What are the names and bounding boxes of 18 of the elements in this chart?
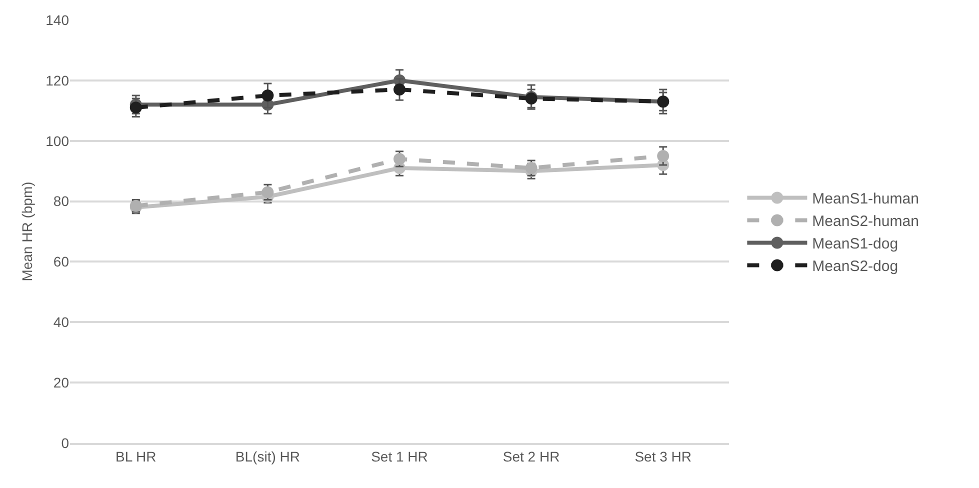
- x-tick-label: BL HR: [116, 448, 156, 465]
- x-tick-label: BL(sit) HR: [235, 448, 300, 465]
- y-tick-label: 0: [61, 434, 70, 451]
- y-tick-label: 60: [53, 254, 70, 270]
- y-tick-label: 120: [46, 72, 70, 88]
- legend-label: MeanS1-human: [812, 190, 919, 208]
- y-tick-label: 140: [46, 12, 70, 28]
- y-axis-title: Mean HR (bpm): [19, 182, 35, 282]
- x-tick-label: Set 2 HR: [502, 448, 560, 465]
- x-tick-label: Set 3 HR: [634, 448, 692, 465]
- y-tick-label: 40: [53, 314, 70, 330]
- legend-label: MeanS2-dog: [812, 258, 898, 276]
- y-tick-label: 100: [46, 132, 70, 149]
- y-tick-label: 20: [53, 374, 70, 390]
- legend-label: MeanS2-human: [812, 213, 919, 230]
- y-tick-label: 80: [53, 193, 70, 210]
- x-tick-label: Set 1 HR: [371, 448, 428, 465]
- legend-label: MeanS1-dog: [812, 236, 898, 253]
